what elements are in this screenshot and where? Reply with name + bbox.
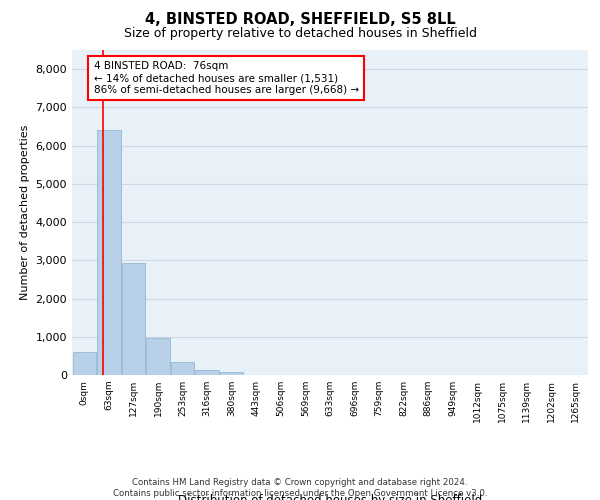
Bar [122,264,145,375]
Text: 4, BINSTED ROAD, SHEFFIELD, S5 8LL: 4, BINSTED ROAD, SHEFFIELD, S5 8LL [145,12,455,28]
Bar [73,352,96,375]
Bar [220,372,244,375]
Text: Size of property relative to detached houses in Sheffield: Size of property relative to detached ho… [124,28,476,40]
Text: 4 BINSTED ROAD:  76sqm
← 14% of detached houses are smaller (1,531)
86% of semi-: 4 BINSTED ROAD: 76sqm ← 14% of detached … [94,62,359,94]
Bar [146,338,170,375]
Bar [196,370,219,375]
X-axis label: Distribution of detached houses by size in Sheffield: Distribution of detached houses by size … [178,494,482,500]
Y-axis label: Number of detached properties: Number of detached properties [20,125,30,300]
Bar [97,130,121,375]
Text: Contains HM Land Registry data © Crown copyright and database right 2024.
Contai: Contains HM Land Registry data © Crown c… [113,478,487,498]
Bar [171,362,194,375]
